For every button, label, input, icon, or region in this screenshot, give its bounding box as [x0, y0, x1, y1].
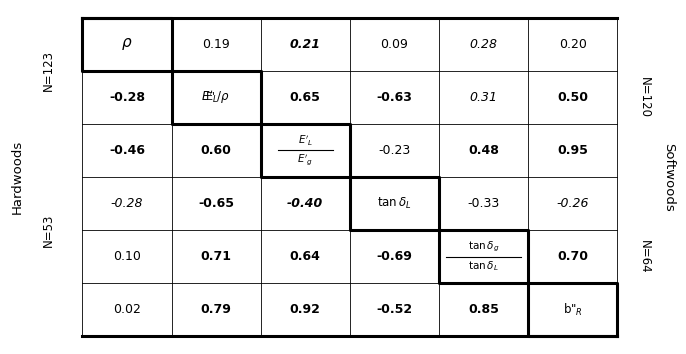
Text: 0.48: 0.48 [468, 144, 499, 157]
Text: 0.20: 0.20 [559, 38, 587, 51]
Text: -0.28: -0.28 [109, 91, 145, 104]
Text: N=120: N=120 [639, 77, 651, 118]
Text: 0.19: 0.19 [202, 38, 230, 51]
Text: 0.70: 0.70 [557, 250, 589, 263]
Text: Hardwoods: Hardwoods [11, 140, 23, 214]
Text: -0.63: -0.63 [377, 91, 412, 104]
Text: b"$_R$: b"$_R$ [563, 302, 583, 318]
Text: 0.71: 0.71 [200, 250, 232, 263]
Text: 0.21: 0.21 [289, 38, 321, 51]
Text: N=64: N=64 [639, 240, 651, 273]
Text: $\rho$: $\rho$ [121, 36, 132, 52]
Text: $\tan \delta_g$: $\tan \delta_g$ [468, 240, 499, 254]
Text: -0.69: -0.69 [377, 250, 412, 263]
Text: $E'_L$: $E'_L$ [298, 134, 313, 148]
Text: 0.10: 0.10 [113, 250, 141, 263]
Text: 0.02: 0.02 [113, 303, 141, 316]
Text: 0.60: 0.60 [200, 144, 232, 157]
Text: 0.85: 0.85 [468, 303, 499, 316]
Text: 0.28: 0.28 [470, 38, 497, 51]
Text: -0.52: -0.52 [377, 303, 412, 316]
Text: $E'_g$: $E'_g$ [297, 153, 314, 167]
Text: $\tan\delta_L$: $\tan\delta_L$ [377, 196, 412, 211]
Text: -0.28: -0.28 [110, 197, 143, 210]
Text: 0.31: 0.31 [470, 91, 497, 104]
Text: 0.65: 0.65 [289, 91, 321, 104]
Text: 0.95: 0.95 [557, 144, 589, 157]
Text: -0.40: -0.40 [287, 197, 323, 210]
Text: $\tan \delta_L$: $\tan \delta_L$ [469, 259, 499, 273]
Text: -0.33: -0.33 [467, 197, 500, 210]
Text: -0.26: -0.26 [556, 197, 589, 210]
Text: -0.65: -0.65 [198, 197, 234, 210]
Text: -0.46: -0.46 [109, 144, 145, 157]
Text: 0.79: 0.79 [200, 303, 232, 316]
Text: E': E' [206, 92, 216, 102]
Text: -0.23: -0.23 [378, 144, 411, 157]
Text: 0.64: 0.64 [289, 250, 321, 263]
Text: Softwoods: Softwoods [663, 143, 675, 211]
Text: 0.92: 0.92 [289, 303, 321, 316]
Text: 0.09: 0.09 [381, 38, 408, 51]
Text: $E'_L/\rho$: $E'_L/\rho$ [202, 88, 230, 106]
Text: 0.50: 0.50 [557, 91, 589, 104]
Text: N=53: N=53 [42, 213, 54, 247]
Text: N=123: N=123 [42, 50, 54, 91]
